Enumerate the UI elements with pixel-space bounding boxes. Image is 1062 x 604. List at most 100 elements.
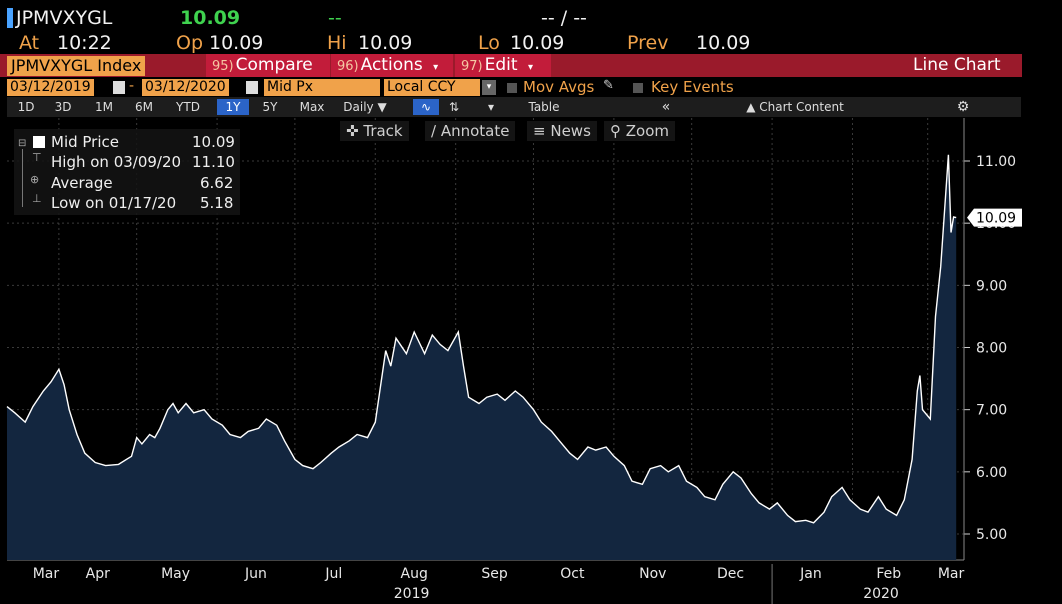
key-events-label: Key Events: [651, 78, 734, 96]
x-tick-label: Jun: [244, 566, 267, 582]
currency-select[interactable]: Local CCY: [384, 79, 480, 96]
collapse-icon[interactable]: «: [661, 99, 671, 115]
average-marker-icon: ⊕: [30, 173, 40, 186]
legend-high-label: High on 03/09/20: [51, 153, 182, 171]
chart-content-icon: ▲: [746, 100, 760, 114]
price-field-select[interactable]: Mid Px: [264, 79, 380, 96]
last-value-tag: [967, 208, 1022, 227]
security-field[interactable]: JPMVXYGL Index: [7, 56, 146, 76]
legend-mid-value: 10.09: [192, 133, 235, 151]
x-tick-label: Aug: [401, 566, 428, 582]
x-tick-label: Jul: [324, 566, 342, 582]
period-6m[interactable]: 6M: [135, 100, 153, 114]
mov-avgs-label: Mov Avgs: [523, 78, 595, 96]
price-area-fill: [7, 154, 957, 561]
period-1d[interactable]: 1D: [17, 100, 35, 114]
x-tick-label: Apr: [86, 566, 110, 582]
price-line: [6, 154, 957, 524]
legend-avg-value: 6.62: [200, 174, 234, 192]
at-label: At: [19, 32, 40, 54]
frequency-label: Daily: [343, 100, 374, 114]
track-button[interactable]: ✜ Track: [340, 121, 409, 141]
ticker-marker: [7, 8, 13, 28]
y-tick-label: 6.00: [976, 465, 1007, 481]
zoom-button[interactable]: ⚲ Zoom: [604, 121, 676, 141]
frequency-dropdown-icon: ▼: [377, 100, 387, 114]
zoom-label: Zoom: [625, 122, 670, 140]
last-price: 10.09: [180, 7, 241, 29]
low-marker-icon: ⊥: [32, 192, 42, 205]
edit-label: Edit: [484, 55, 518, 75]
x-tick-label: Jan: [799, 566, 822, 582]
annotate-button[interactable]: ∕ Annotate: [425, 121, 516, 141]
x-tick-label: May: [161, 566, 190, 582]
legend-low-label: Low on 01/17/20: [51, 194, 177, 212]
start-calendar-icon[interactable]: [113, 81, 125, 94]
y-tick-label: 9.00: [976, 278, 1007, 294]
period-bar: [7, 97, 1021, 117]
low-value: 10.09: [510, 32, 565, 54]
chart-content-button[interactable]: ▲ Chart Content: [733, 99, 857, 115]
period-5y[interactable]: 5Y: [262, 100, 278, 114]
y-tick-label: 7.00: [976, 403, 1007, 419]
x-tick-label: Oct: [560, 566, 585, 582]
chart-content-label: Chart Content: [759, 100, 844, 114]
edit-button[interactable]: 97) Edit ▾: [455, 54, 551, 77]
frequency-select[interactable]: Daily ▼: [340, 99, 390, 115]
year-label: 2019: [394, 586, 430, 602]
annotate-icon: ∕: [431, 122, 437, 140]
x-tick-label: Mar: [33, 566, 60, 582]
end-calendar-icon[interactable]: [246, 81, 258, 94]
legend-low-value: 5.18: [200, 194, 234, 212]
x-tick-label: Feb: [876, 566, 901, 582]
edit-shortcut: 97): [461, 59, 483, 74]
news-label: News: [550, 122, 591, 140]
key-events-checkbox[interactable]: [633, 83, 643, 93]
gear-icon[interactable]: ⚙: [956, 99, 970, 115]
legend-tree-line: [22, 149, 23, 207]
chart-style-dropdown-icon[interactable]: ▾: [487, 100, 495, 114]
legend-avg-label: Average: [51, 174, 113, 192]
mov-avgs-checkbox[interactable]: [507, 83, 517, 93]
news-button[interactable]: ≡ News: [527, 121, 597, 141]
x-tick-label: Sep: [481, 566, 508, 582]
actions-dropdown-icon: ▾: [433, 62, 439, 73]
period-1y[interactable]: 1Y: [217, 99, 249, 115]
currency-dropdown-icon[interactable]: ▾: [482, 80, 496, 95]
line-chart-icon[interactable]: ∿: [413, 99, 439, 115]
start-date-field[interactable]: 03/12/2019: [7, 79, 94, 96]
ticker-symbol: JPMVXYGL: [16, 7, 113, 29]
compare-shortcut: 95): [212, 59, 234, 74]
end-date-field[interactable]: 03/12/2020: [142, 79, 229, 96]
prev-label: Prev: [627, 32, 669, 54]
y-tick-label: 5.00: [976, 527, 1007, 543]
actions-button[interactable]: 96) Actions ▾: [331, 54, 453, 77]
high-value: 10.09: [358, 32, 413, 54]
news-icon: ≡: [533, 122, 546, 140]
price-change: --: [328, 7, 342, 29]
low-label: Lo: [478, 32, 500, 54]
period-3d[interactable]: 3D: [54, 100, 72, 114]
year-label: 2020: [863, 586, 899, 602]
period-1m[interactable]: 1M: [95, 100, 113, 114]
legend-high-value: 11.10: [192, 153, 235, 171]
mid-price-swatch: [33, 136, 45, 148]
annotate-label: Annotate: [440, 122, 510, 140]
x-tick-label: Dec: [717, 566, 744, 582]
table-button[interactable]: Table: [528, 100, 560, 114]
actions-shortcut: 96): [337, 59, 359, 74]
y-tick-label: 11.00: [976, 154, 1016, 170]
period-max[interactable]: Max: [299, 100, 325, 114]
compare-button[interactable]: 95) Compare: [206, 54, 330, 77]
x-tick-label: Nov: [639, 566, 666, 582]
pencil-icon[interactable]: ✎: [603, 78, 614, 93]
quote-time: 10:22: [57, 32, 112, 54]
actions-label: Actions: [360, 55, 423, 75]
chart-type-label[interactable]: Line Chart: [913, 55, 1001, 75]
bar-chart-icon[interactable]: ⇅: [448, 100, 460, 114]
legend-collapse-icon[interactable]: ⊟: [18, 138, 27, 149]
track-label: Track: [363, 122, 403, 140]
period-ytd[interactable]: YTD: [176, 100, 200, 114]
high-marker-icon: ⊤: [32, 151, 42, 164]
price-chart[interactable]: 5.006.007.008.009.0010.0011.00MarAprMayJ…: [0, 118, 1062, 604]
